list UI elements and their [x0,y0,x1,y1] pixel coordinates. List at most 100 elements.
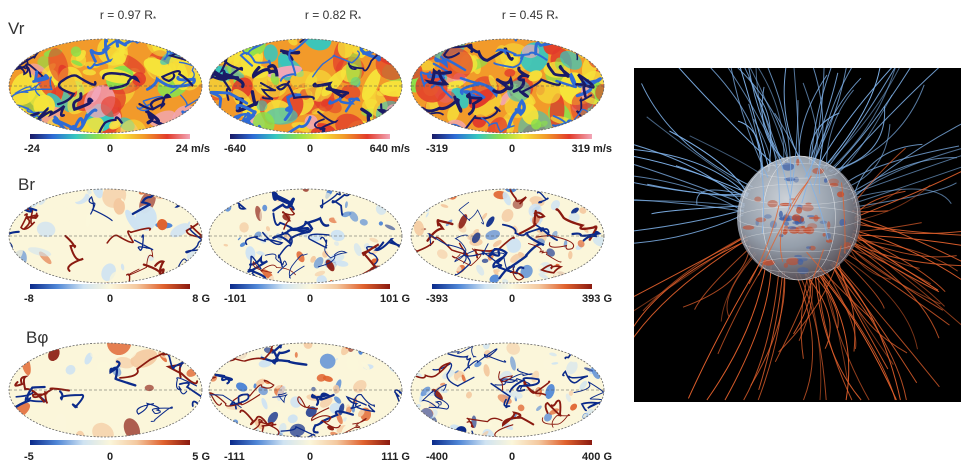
colorbar-mid-label: 0 [106,293,114,305]
map-patch [371,271,378,278]
colorbar-mid-label: 0 [508,451,516,463]
colorbar-min-label: -400 [426,451,449,463]
column-title-3: r = 0.45 R* [435,8,625,24]
map-filament [518,209,546,235]
map-filament [331,189,352,216]
map-patch [411,343,420,351]
map-filament [251,64,279,79]
map-patch [568,390,574,396]
map-patch [461,357,464,363]
colorbar-max-label: 319 m/s [571,143,612,155]
colorbar-max-label: 400 G [582,451,612,463]
map-filament [310,392,335,406]
map-patch [437,343,451,353]
surface-patch [796,158,800,166]
field-line-inward [642,234,747,312]
map-filament [587,44,604,60]
map-outline [410,38,605,134]
map-filament [9,258,16,282]
map-patch [273,381,282,389]
map-filament [463,106,501,131]
map-filament [106,227,152,244]
field-line-inward [839,255,885,309]
map-patch [240,192,246,199]
field-line-foreground [806,251,875,322]
map-patch [430,196,437,203]
map-filament [458,201,484,225]
field-line-inward [811,271,839,329]
surface-patch [805,202,812,205]
map-patch [345,356,360,372]
map-patch [165,122,186,133]
field-line-foreground [748,103,765,234]
map-patch [510,57,519,67]
map-patch [384,418,392,427]
map-patch [290,70,318,90]
map-filament [239,52,272,68]
field-line-outward [850,148,961,199]
map-patch [360,361,370,370]
column-title-text: r = 0.97 R [99,8,153,22]
map-patch [392,189,402,200]
map-patch [377,393,384,400]
map-patch [209,108,216,120]
map-filament [394,389,402,406]
map-filament [37,104,66,121]
map-patch [522,200,532,209]
map-filament [136,402,161,415]
latitude-line [741,183,857,205]
colorbar [30,284,190,289]
field-line-inward [814,271,862,401]
map-patch [335,219,340,222]
map-patch [115,406,124,414]
map-patch [305,401,309,406]
map-patch [90,86,102,104]
map-patch [174,277,187,283]
map-patch [239,242,246,247]
map-filament [315,110,339,133]
map-patch [97,378,104,391]
field-line-inward [848,241,940,339]
field-line-outward [735,65,789,164]
map-filament [428,383,450,410]
map-patch [294,351,298,358]
map-patch [349,211,359,222]
map-filament [482,243,515,271]
map-patch [319,353,336,369]
map-filament [32,387,71,404]
field-line-inward [758,271,784,391]
map-patch [423,269,433,278]
map-patch [96,361,110,373]
map-patch [325,259,335,272]
map-patch [186,271,202,283]
map-patch [536,405,542,411]
colorbar-min-label: -101 [224,293,247,305]
map-filament [127,247,154,276]
map-patch [316,373,327,382]
map-patch [569,355,579,363]
map-filament [424,67,452,86]
map-filament [507,98,526,129]
map-filament [86,39,120,70]
map-patch [567,435,570,437]
map-filament [247,254,268,281]
map-patch [230,267,236,275]
map-patch [290,396,302,408]
map-patch [333,396,342,404]
surface-patch [826,239,833,243]
map-patch [259,208,264,221]
map-patch [549,352,557,357]
map-filament [209,191,218,216]
map-patch [428,269,435,279]
map-filament [20,343,58,348]
map-patch [109,118,122,130]
map-patch [392,347,401,355]
map-filament [283,93,302,122]
map-patch [50,206,72,225]
map-filament [267,189,293,206]
field-line-inward [851,236,961,326]
map-patch [267,411,279,424]
colorbar-max-label: 5 G [192,451,210,463]
map-patch [302,189,309,192]
map-patch [377,39,393,52]
